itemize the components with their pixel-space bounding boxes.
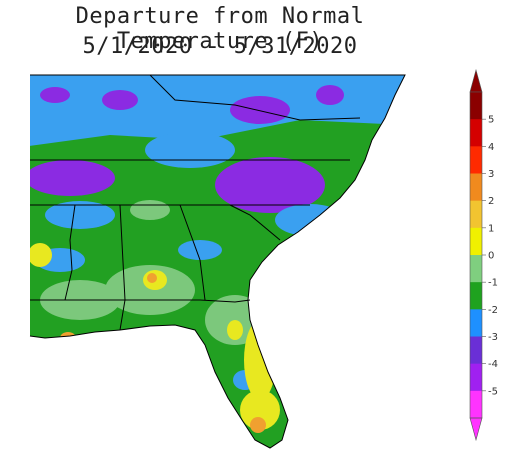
legend-tick-label: -2	[488, 305, 498, 316]
legend-tick-label: -5	[488, 386, 498, 397]
legend-swatch	[470, 200, 482, 229]
state-borders	[29, 74, 406, 449]
legend-ticks: 5 4 3 2 1 0 -1 -2 -3 -4 -5	[482, 115, 498, 397]
legend-swatch	[470, 255, 482, 283]
legend-swatch	[470, 92, 482, 120]
legend-swatch	[470, 336, 482, 365]
legend-swatch	[470, 363, 482, 392]
legend-swatch	[470, 227, 482, 256]
legend-tick-label: 2	[488, 196, 494, 207]
legend-swatch	[470, 390, 482, 419]
legend-tick-label: -4	[488, 359, 498, 370]
legend-tick-label: -1	[488, 278, 498, 289]
legend-tick-label: 0	[488, 251, 494, 262]
legend-arrow-top	[469, 68, 483, 93]
legend-swatch	[470, 309, 482, 337]
legend-tick-label: 4	[488, 142, 494, 153]
legend-arrow-bottom	[469, 417, 483, 442]
legend-swatch	[470, 146, 482, 174]
legend-swatch	[470, 282, 482, 310]
legend-tick-label: 1	[488, 223, 494, 234]
title-line2: 5/1/2020 - 5/31/2020	[82, 34, 358, 59]
legend-tick-label: -3	[488, 332, 498, 343]
title-line1: Departure from Normal Temperature (F)	[75, 4, 365, 54]
legend-tick-label: 3	[488, 169, 494, 180]
legend-color-bar	[469, 68, 483, 442]
legend-tick-label: 5	[488, 115, 494, 126]
legend-swatch	[470, 173, 482, 202]
legend-swatch	[470, 119, 482, 147]
